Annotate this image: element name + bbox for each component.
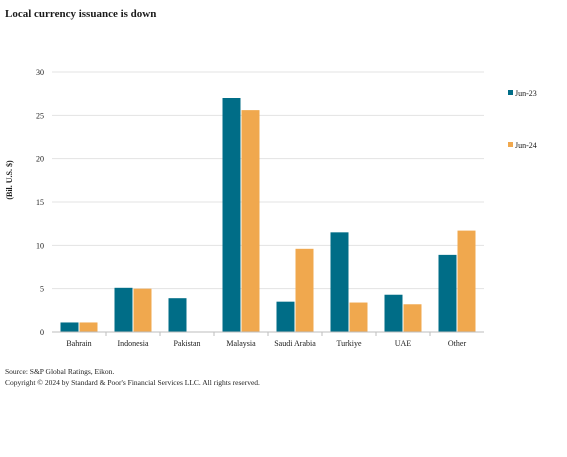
y-tick-label: 10 bbox=[36, 241, 44, 250]
x-tick-label: UAE bbox=[395, 339, 412, 348]
chart-title: Local currency issuance is down bbox=[5, 8, 157, 20]
bar bbox=[79, 322, 98, 332]
x-tick-label: Other bbox=[448, 339, 467, 348]
x-tick-label: Turkiye bbox=[336, 339, 361, 348]
bar bbox=[114, 287, 133, 332]
source-line: Source: S&P Global Ratings, Eikon. bbox=[5, 367, 115, 376]
bar bbox=[222, 98, 241, 332]
y-tick-label: 15 bbox=[36, 198, 44, 207]
legend-swatch bbox=[508, 142, 513, 147]
x-tick-label: Pakistan bbox=[173, 339, 200, 348]
bar bbox=[403, 304, 422, 332]
x-tick-label: Saudi Arabia bbox=[274, 339, 316, 348]
x-tick-label: Bahrain bbox=[66, 339, 91, 348]
copyright-line: Copyright © 2024 by Standard & Poor's Fi… bbox=[5, 378, 260, 387]
legend-label: Jun-23 bbox=[515, 89, 537, 98]
bar bbox=[330, 232, 349, 332]
bar-chart: 0 5 10 15 20 25 30 Bahrain Indonesia Pakistan Mala… bbox=[5, 68, 537, 348]
y-tick-label: 25 bbox=[36, 111, 44, 120]
y-tick-label: 20 bbox=[36, 155, 44, 164]
source-note: Source: S&P Global Ratings, Eikon. Copyr… bbox=[5, 366, 260, 388]
legend-swatch bbox=[508, 90, 513, 95]
bar bbox=[349, 302, 368, 332]
bar bbox=[295, 248, 314, 332]
x-tick-label: Indonesia bbox=[117, 339, 149, 348]
bar bbox=[438, 254, 457, 332]
gridlines bbox=[52, 71, 484, 290]
bar bbox=[60, 322, 79, 332]
bar bbox=[276, 301, 295, 332]
y-tick-label: 0 bbox=[40, 328, 44, 337]
axes: 0 5 10 15 20 25 30 Bahrain Indonesia Pakistan Mala… bbox=[36, 68, 484, 348]
bars bbox=[60, 98, 476, 332]
bar bbox=[384, 294, 403, 332]
legend-label: Jun-24 bbox=[515, 141, 537, 150]
y-tick-label: 5 bbox=[40, 285, 44, 294]
x-tick-label: Malaysia bbox=[226, 339, 256, 348]
bar bbox=[457, 230, 476, 332]
y-axis-label: (Bil. U.S. $) bbox=[5, 160, 14, 200]
bar bbox=[133, 288, 152, 332]
y-tick-label: 30 bbox=[36, 68, 44, 77]
legend: Jun-23 Jun-24 bbox=[508, 89, 537, 150]
bar bbox=[241, 110, 260, 332]
bar bbox=[168, 298, 187, 332]
